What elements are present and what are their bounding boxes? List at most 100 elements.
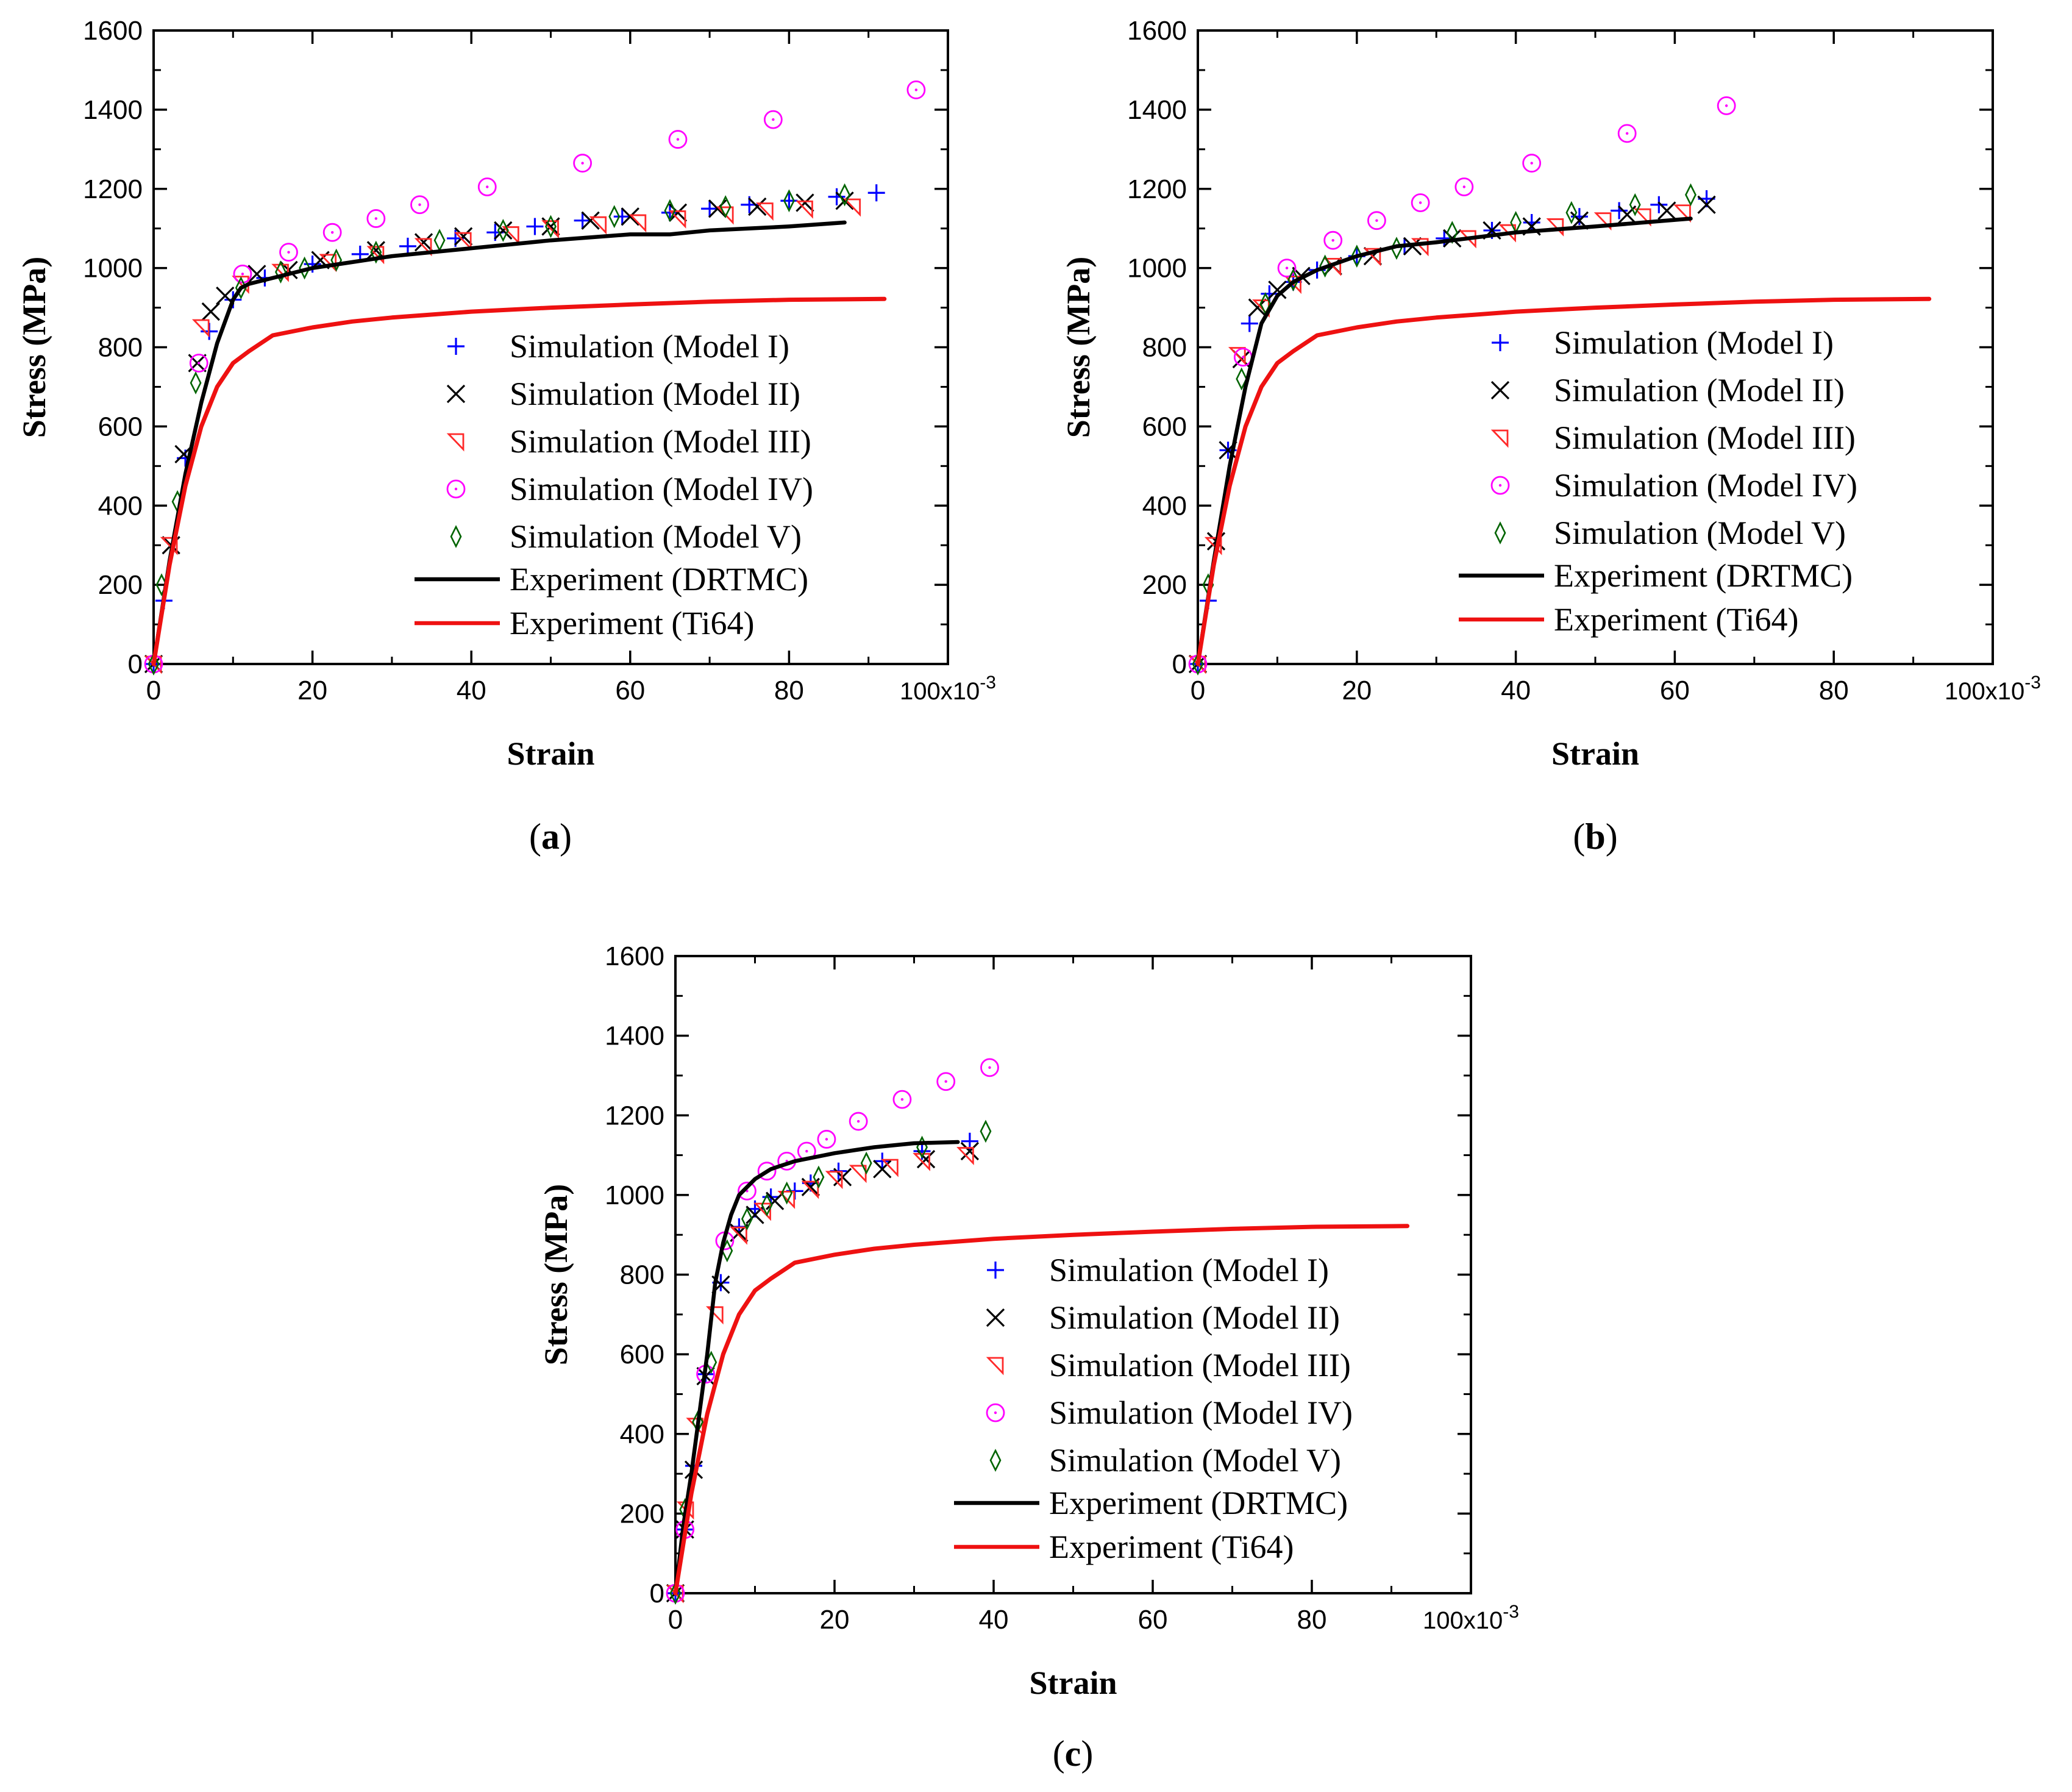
plus-marker-point bbox=[661, 204, 678, 221]
legend-label: Simulation (Model V) bbox=[1554, 515, 1846, 551]
circle-marker-point bbox=[936, 1072, 956, 1091]
panel-label: (c) bbox=[1053, 1733, 1094, 1774]
triangle-marker-point bbox=[849, 1165, 867, 1183]
diamond-marker-point bbox=[1351, 245, 1363, 268]
triangle-marker-point bbox=[1633, 208, 1651, 227]
legend-label: Experiment (Ti64) bbox=[1554, 601, 1798, 638]
x-axis-title: Strain bbox=[507, 735, 594, 772]
diamond-marker-point bbox=[839, 183, 851, 207]
ti64-curve bbox=[1195, 296, 1932, 666]
x-tick-label: 40 bbox=[979, 1605, 1009, 1635]
x-marker-point bbox=[1697, 195, 1716, 214]
diamond-marker-point bbox=[608, 205, 621, 229]
x-marker-point bbox=[748, 197, 767, 216]
x-tick-label: 20 bbox=[1342, 676, 1372, 705]
circle-marker-point bbox=[573, 154, 593, 173]
diamond-marker-point bbox=[1685, 183, 1696, 207]
series-4 bbox=[144, 80, 926, 674]
plus-marker-point bbox=[961, 1132, 978, 1150]
series-6 bbox=[1195, 216, 1693, 666]
legend-label: Experiment (Ti64) bbox=[1049, 1529, 1294, 1565]
diamond-marker-point bbox=[1287, 268, 1299, 292]
chart-panel-a: 0 200 400 600 800 1000 1200 1400 1600 0 20 40 60 80 10… bbox=[16, 16, 996, 857]
y-tick-label: 0 bbox=[1172, 649, 1187, 679]
plus-marker-point bbox=[574, 212, 591, 229]
x-tick-label: 0 bbox=[668, 1605, 683, 1635]
legend-marker-swatch bbox=[986, 1308, 1005, 1327]
legend-marker-swatch bbox=[1490, 380, 1510, 400]
legend-label: Simulation (Model I) bbox=[1049, 1252, 1329, 1288]
ti64-curve bbox=[673, 1224, 1410, 1596]
legend-marker-swatch bbox=[1490, 429, 1509, 448]
legend-marker-swatch bbox=[1494, 521, 1506, 544]
y-tick-label: 400 bbox=[98, 491, 143, 521]
circle-marker-point bbox=[849, 1112, 868, 1131]
triangle-marker-point bbox=[1363, 248, 1381, 266]
plus-marker-point bbox=[828, 188, 846, 205]
diamond-marker-point bbox=[1565, 201, 1578, 224]
chart-panel-b: 0 200 400 600 800 1000 1200 1400 1600 0 20 40 60 80 10… bbox=[1060, 16, 2041, 857]
triangle-marker-point bbox=[366, 246, 385, 265]
triangle-marker-point bbox=[801, 1180, 819, 1199]
x-unit-label: 100x10-3 bbox=[1423, 1602, 1519, 1634]
plus-marker-point bbox=[1611, 202, 1628, 220]
diamond-marker-point bbox=[781, 1181, 793, 1205]
circle-marker-point bbox=[1717, 96, 1736, 115]
legend-label: Simulation (Model V) bbox=[510, 518, 802, 555]
circle-marker-point bbox=[1323, 230, 1343, 250]
diamond-marker-point bbox=[1236, 367, 1248, 391]
triangle-marker-point bbox=[1411, 238, 1429, 257]
diamond-marker-point bbox=[330, 248, 343, 272]
x-axis-title: Strain bbox=[1551, 735, 1639, 772]
x-unit-label: 100x10-3 bbox=[1945, 673, 2041, 705]
y-tick-label: 0 bbox=[650, 1579, 664, 1608]
legend-label: Simulation (Model IV) bbox=[1049, 1394, 1353, 1431]
series-7 bbox=[1195, 296, 1932, 666]
y-tick-label: 600 bbox=[98, 412, 143, 441]
legend-marker-swatch bbox=[987, 1262, 1004, 1279]
x-tick-label: 80 bbox=[1297, 1605, 1327, 1635]
drtmc-curve bbox=[1195, 216, 1693, 666]
x-marker-point bbox=[796, 193, 814, 212]
y-tick-label: 1600 bbox=[605, 941, 664, 971]
circle-marker-point bbox=[763, 110, 783, 129]
circle-marker-point bbox=[1454, 177, 1474, 196]
x-tick-label: 60 bbox=[615, 676, 645, 705]
y-tick-label: 200 bbox=[98, 570, 143, 600]
y-tick-label: 1200 bbox=[1127, 174, 1187, 204]
circle-marker-point bbox=[892, 1090, 912, 1109]
triangle-marker-point bbox=[1673, 204, 1691, 223]
x-marker-point bbox=[1657, 201, 1676, 220]
circle-marker-point bbox=[1411, 193, 1430, 212]
circle-marker-point bbox=[1617, 124, 1637, 143]
x-axis-title: Strain bbox=[1029, 1665, 1117, 1701]
x-tick-label: 0 bbox=[146, 676, 161, 705]
circle-marker-point bbox=[189, 354, 208, 373]
y-tick-label: 1600 bbox=[83, 16, 143, 46]
y-tick-label: 800 bbox=[98, 333, 143, 363]
legend-label: Simulation (Model IV) bbox=[510, 471, 813, 507]
legend-label: Simulation (Model II) bbox=[1554, 372, 1845, 409]
x-tick-label: 80 bbox=[1819, 676, 1849, 705]
series-6 bbox=[151, 220, 847, 666]
legend-marker-swatch bbox=[1492, 334, 1509, 351]
y-tick-label: 600 bbox=[1142, 412, 1187, 441]
diamond-marker-point bbox=[980, 1119, 992, 1143]
diamond-marker-point bbox=[1319, 254, 1331, 278]
diamond-marker-point bbox=[1629, 193, 1641, 216]
x-tick-label: 60 bbox=[1660, 676, 1690, 705]
legend-marker-swatch bbox=[446, 384, 466, 404]
y-tick-label: 1600 bbox=[1127, 16, 1187, 46]
diamond-marker-point bbox=[669, 1582, 682, 1605]
plus-marker-point bbox=[874, 1152, 891, 1170]
triangle-marker-point bbox=[796, 200, 813, 219]
y-tick-label: 200 bbox=[620, 1499, 664, 1529]
series-5 bbox=[148, 183, 851, 676]
circle-marker-point bbox=[1233, 348, 1253, 367]
diamond-marker-point bbox=[813, 1165, 825, 1189]
x-marker-point bbox=[835, 191, 854, 210]
ti64-curve bbox=[151, 296, 887, 666]
y-tick-label: 1400 bbox=[83, 95, 143, 125]
diamond-marker-point bbox=[545, 215, 557, 238]
y-tick-label: 1000 bbox=[83, 254, 143, 284]
